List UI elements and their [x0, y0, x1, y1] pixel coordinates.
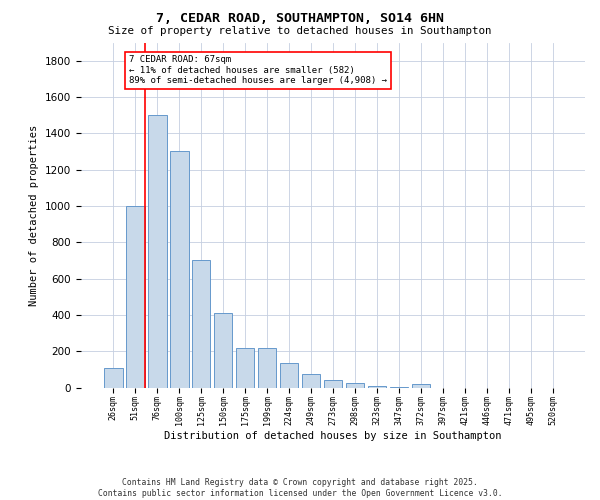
Text: 7 CEDAR ROAD: 67sqm
← 11% of detached houses are smaller (582)
89% of semi-detac: 7 CEDAR ROAD: 67sqm ← 11% of detached ho…: [129, 55, 387, 85]
Bar: [412, 384, 430, 388]
Bar: [389, 386, 408, 388]
Y-axis label: Number of detached properties: Number of detached properties: [29, 124, 40, 306]
Text: Size of property relative to detached houses in Southampton: Size of property relative to detached ho…: [108, 26, 492, 36]
Bar: [148, 115, 167, 388]
Bar: [302, 374, 320, 388]
Bar: [170, 152, 188, 388]
Bar: [323, 380, 343, 388]
X-axis label: Distribution of detached houses by size in Southampton: Distribution of detached houses by size …: [164, 430, 502, 440]
Bar: [236, 348, 254, 388]
Bar: [192, 260, 211, 388]
Text: 7, CEDAR ROAD, SOUTHAMPTON, SO14 6HN: 7, CEDAR ROAD, SOUTHAMPTON, SO14 6HN: [156, 12, 444, 26]
Bar: [214, 313, 232, 388]
Bar: [346, 383, 364, 388]
Text: Contains HM Land Registry data © Crown copyright and database right 2025.
Contai: Contains HM Land Registry data © Crown c…: [98, 478, 502, 498]
Bar: [126, 206, 145, 388]
Bar: [280, 363, 298, 388]
Bar: [104, 368, 122, 388]
Bar: [368, 386, 386, 388]
Bar: [258, 348, 277, 388]
